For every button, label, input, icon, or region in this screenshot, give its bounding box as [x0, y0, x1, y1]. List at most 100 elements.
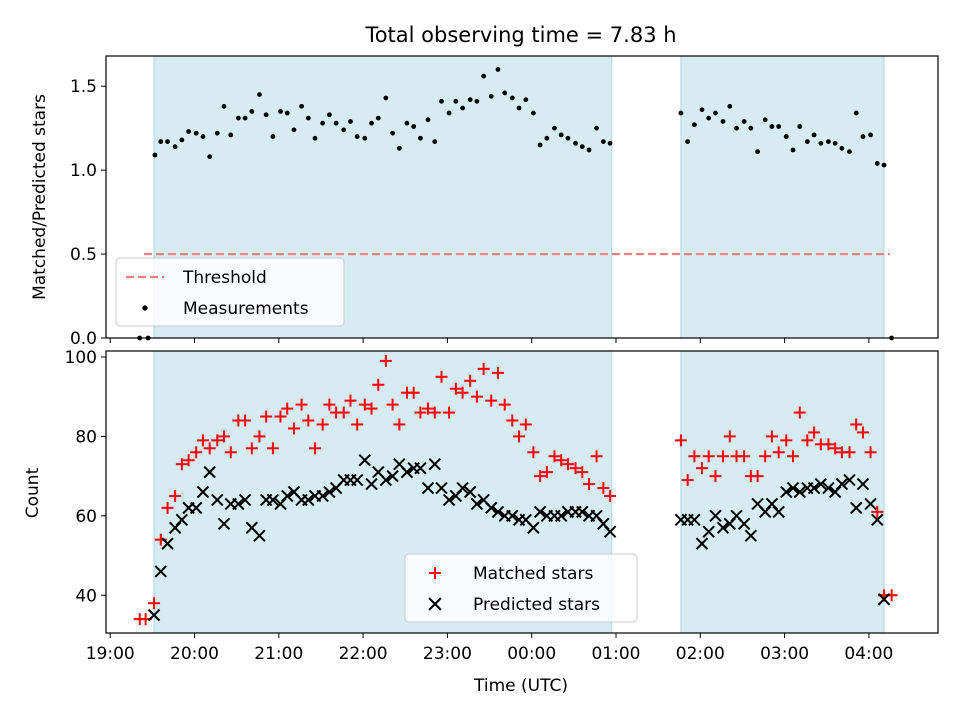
predicted-star-stroke: [316, 489, 329, 503]
predicted-star-stroke: [506, 509, 519, 523]
measurement-point: [299, 103, 304, 109]
legend-predicted-swatch: [428, 597, 442, 611]
predicted-star-marker: [843, 473, 856, 487]
matched-star-marker: [323, 398, 336, 411]
matched-star-marker: [218, 430, 231, 443]
measurement-point: [221, 103, 227, 109]
predicted-star-stroke: [688, 513, 701, 527]
matched-star-marker: [759, 450, 772, 463]
measurement-point: [481, 73, 487, 79]
measurement-point: [186, 129, 192, 134]
predicted-star-stroke: [245, 521, 259, 534]
predicted-star-stroke: [211, 493, 224, 507]
predicted-star-stroke: [428, 457, 441, 471]
predicted-star-marker: [716, 521, 730, 534]
predicted-star-stroke: [597, 517, 610, 530]
predicted-star-marker: [238, 493, 252, 507]
predicted-star-marker: [358, 454, 371, 467]
matched-star-marker: [485, 394, 498, 407]
matched-star-marker: [751, 470, 764, 483]
measurement-point: [755, 149, 761, 155]
predicted-star-marker: [316, 489, 329, 503]
measurement-point: [552, 125, 557, 131]
predicted-star-stroke: [266, 493, 280, 507]
count-axis-ticks: 40 60 80 100: [65, 348, 106, 606]
matched-star-marker: [295, 398, 308, 411]
matched-star-marker: [302, 414, 315, 427]
measurement-point: [200, 134, 206, 139]
matched-star-marker: [358, 398, 371, 411]
matched-star-marker: [822, 438, 835, 451]
measurement-point: [839, 145, 845, 151]
matched-star-marker: [260, 410, 273, 423]
legend-predicted-label: Predicted stars: [473, 595, 600, 615]
ratio-ytick-label: 1.0: [70, 161, 97, 181]
measurement-point: [509, 95, 515, 101]
matched-star-marker: [527, 446, 540, 459]
matched-star-marker: [203, 442, 216, 455]
predicted-star-stroke: [414, 461, 427, 475]
predicted-star-stroke: [393, 457, 406, 471]
matched-star-marker: [182, 454, 195, 467]
measurement-point: [600, 139, 606, 145]
chart-title: Total observing time = 7.83 h: [364, 23, 676, 47]
predicted-star-stroke: [716, 521, 730, 534]
matched-star-marker: [470, 390, 483, 403]
measurement-point: [312, 135, 318, 141]
matched-star-marker: [422, 402, 435, 415]
ratio-ytick-label: 0.5: [70, 245, 97, 265]
measurement-point: [558, 132, 564, 138]
predicted-star-stroke: [485, 501, 498, 515]
time-xtick-label: 04:00: [844, 644, 893, 664]
matched-star-marker: [850, 418, 863, 431]
predicted-star-marker: [744, 529, 758, 542]
measurement-point: [320, 120, 326, 126]
legend-measurements-swatch: [142, 305, 148, 311]
observing-window: [680, 350, 885, 634]
predicted-star-marker: [175, 513, 189, 527]
predicted-star-marker: [203, 465, 216, 479]
matched-star-marker: [211, 434, 224, 447]
measurement-point: [425, 117, 431, 123]
predicted-star-stroke: [217, 517, 231, 530]
measurement-point: [439, 98, 444, 104]
matched-star-marker: [801, 434, 814, 447]
measurement-point: [713, 110, 718, 116]
matched-star-marker: [548, 450, 561, 463]
measurement-point: [152, 152, 158, 158]
matched-star-marker: [449, 382, 462, 395]
matched-star-marker: [309, 442, 322, 455]
predicted-star-marker: [603, 525, 617, 538]
predicted-star-stroke: [350, 473, 364, 487]
matched-star-marker: [239, 414, 252, 427]
predicted-stars-points: [147, 454, 891, 622]
time-xtick-label: 19:00: [86, 644, 135, 664]
predicted-star-stroke: [807, 481, 821, 495]
measurement-point: [868, 132, 873, 138]
predicted-star-stroke: [253, 529, 266, 542]
predicted-star-stroke: [554, 509, 568, 523]
measurement-point: [165, 139, 170, 145]
matched-star-marker: [843, 446, 856, 459]
counts-legend: Matched stars Predicted stars: [404, 553, 638, 623]
predicted-star-marker: [470, 497, 484, 511]
matched-star-marker: [379, 354, 392, 367]
measurement-point: [446, 110, 452, 116]
predicted-star-stroke: [203, 465, 216, 479]
count-ytick-label: 60: [75, 507, 97, 527]
predicted-star-stroke: [793, 485, 806, 499]
count-ytick-label: 80: [75, 427, 97, 447]
measurement-point: [502, 90, 508, 96]
measurement-point: [586, 147, 592, 153]
predicted-star-marker: [323, 485, 336, 499]
predicted-star-stroke: [281, 489, 294, 503]
measurement-point: [769, 124, 775, 129]
predicted-star-stroke: [850, 501, 863, 515]
predicted-star-marker: [850, 501, 863, 515]
ratio-legend-box: [115, 257, 345, 327]
predicted-star-stroke: [772, 505, 785, 519]
predicted-star-stroke: [175, 513, 189, 527]
predicted-star-stroke: [822, 481, 835, 495]
measurement-point: [341, 127, 347, 133]
matched-star-marker: [717, 450, 730, 463]
